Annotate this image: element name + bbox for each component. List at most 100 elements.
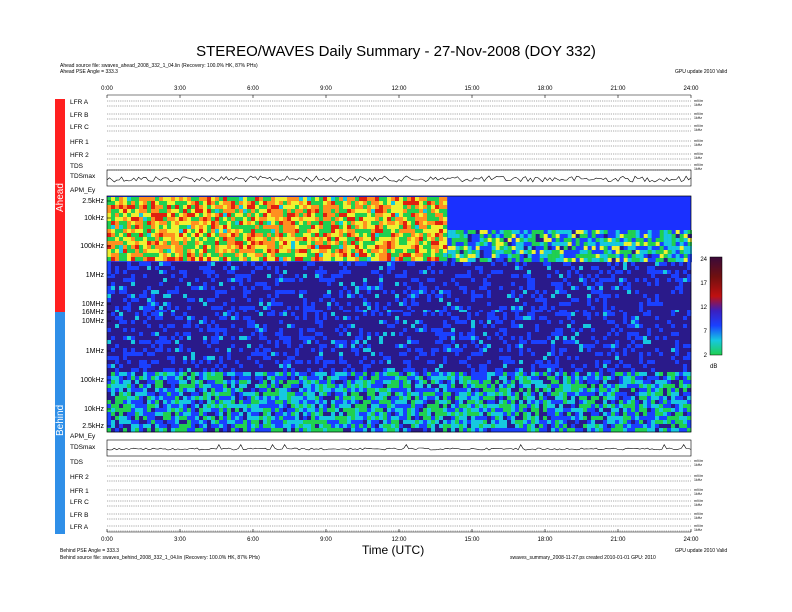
- spectrogram-cell: [415, 257, 420, 262]
- spectrogram-cell: [111, 352, 116, 357]
- spectrogram-cell: [287, 197, 292, 202]
- spectrogram-cell: [127, 257, 132, 262]
- spectrogram-cell: [143, 262, 148, 267]
- spectrogram-cell: [387, 328, 392, 333]
- right-note: 1kHz: [694, 156, 702, 160]
- spectrogram-cell: [163, 336, 168, 341]
- spectrogram-cell: [371, 262, 376, 267]
- spectrogram-cell: [187, 332, 192, 337]
- spectrogram-cell: [403, 221, 408, 226]
- spectrogram-cell: [247, 249, 252, 254]
- spectrogram-cell: [115, 352, 120, 357]
- spectrogram-cell: [215, 344, 220, 349]
- spectrogram-cell: [547, 298, 552, 303]
- spectrogram-cell: [511, 290, 516, 295]
- spectrogram-cell: [623, 258, 628, 263]
- spectrogram-cell: [139, 233, 144, 238]
- spectrogram-cell: [403, 241, 408, 246]
- spectrogram-cell: [271, 274, 276, 279]
- spectrogram-cell: [287, 312, 292, 317]
- spectrogram-cell: [679, 282, 684, 287]
- spectrogram-cell: [287, 294, 292, 299]
- spectrogram-cell: [599, 286, 604, 291]
- spectrogram-cell: [335, 197, 340, 202]
- spectrogram-cell: [199, 344, 204, 349]
- spectrogram-cell: [567, 306, 572, 311]
- spectrogram-cell: [595, 282, 600, 287]
- spectrogram-cell: [427, 298, 432, 303]
- spectrogram-cell: [527, 234, 532, 239]
- spectrogram-cell: [303, 364, 308, 369]
- spectrogram-cell: [115, 225, 120, 230]
- spectrogram-cell: [427, 253, 432, 258]
- spectrogram-cell: [115, 282, 120, 287]
- spectrogram-cell: [271, 257, 276, 262]
- spectrogram-cell: [367, 205, 372, 210]
- spectrogram-cell: [183, 352, 188, 357]
- spectrogram-cell: [291, 217, 296, 222]
- spectrogram-cell: [155, 286, 160, 291]
- spectrogram-cell: [123, 298, 128, 303]
- spectrogram-cell: [519, 250, 524, 255]
- spectrogram-cell: [191, 316, 196, 321]
- spectrogram-cell: [359, 286, 364, 291]
- spectrogram-cell: [431, 229, 436, 234]
- spectrogram-cell: [223, 290, 228, 295]
- spectrogram-cell: [519, 230, 524, 235]
- spectrogram-cell: [419, 266, 424, 271]
- spectrogram-cell: [119, 332, 124, 337]
- spectrogram-cell: [107, 306, 112, 311]
- spectrogram-cell: [235, 340, 240, 345]
- spectrogram-cell: [287, 328, 292, 333]
- spectrogram-cell: [307, 298, 312, 303]
- spectrogram-cell: [151, 356, 156, 361]
- spectrogram-cell: [247, 352, 252, 357]
- spectrogram-cell: [415, 197, 420, 202]
- spectrogram-cell: [667, 266, 672, 271]
- spectrogram-cell: [179, 225, 184, 230]
- spectrogram-cell: [319, 266, 324, 271]
- spectrogram-cell: [259, 237, 264, 242]
- spectrogram-cell: [343, 213, 348, 218]
- spectrogram-cell: [171, 270, 176, 275]
- spectrogram-cell: [159, 312, 164, 317]
- spectrogram-cell: [463, 270, 468, 275]
- spectrogram-cell: [223, 368, 228, 373]
- spectrogram-cell: [239, 217, 244, 222]
- spectrogram-cell: [143, 302, 148, 307]
- spectrogram-cell: [683, 306, 688, 311]
- spectrogram-cell: [299, 294, 304, 299]
- spectrogram-cell: [199, 282, 204, 287]
- spectrogram-cell: [247, 298, 252, 303]
- spectrogram-cell: [243, 270, 248, 275]
- spectrogram-cell: [319, 344, 324, 349]
- spectrogram-cell: [359, 320, 364, 325]
- spectrogram-cell: [119, 270, 124, 275]
- spectrogram-cell: [331, 274, 336, 279]
- spectrogram-cell: [123, 340, 128, 345]
- spectrogram-cell: [319, 197, 324, 202]
- spectrogram-cell: [143, 364, 148, 369]
- spectrogram-cell: [319, 233, 324, 238]
- spectrogram-cell: [115, 360, 120, 365]
- spectrogram-cell: [227, 270, 232, 275]
- spectrogram-cell: [491, 234, 496, 239]
- spectrogram-cell: [247, 278, 252, 283]
- spectrogram-cell: [159, 340, 164, 345]
- spectrogram-cell: [367, 274, 372, 279]
- spectrogram-cell: [115, 320, 120, 325]
- spectrogram-cell: [551, 266, 556, 271]
- spectrogram-cell: [227, 332, 232, 337]
- spectrogram-cell: [155, 266, 160, 271]
- spectrogram-cell: [579, 258, 584, 263]
- spectrogram-cell: [299, 302, 304, 307]
- spectrogram-cell: [359, 262, 364, 267]
- spectrogram-cell: [379, 356, 384, 361]
- spectrogram-cell: [135, 233, 140, 238]
- spectrogram-cell: [235, 336, 240, 341]
- spectrogram-cell: [679, 262, 684, 267]
- spectrogram-cell: [227, 257, 232, 262]
- spectrogram-cell: [323, 352, 328, 357]
- spectrogram-cell: [171, 328, 176, 333]
- spectrogram-cell: [151, 249, 156, 254]
